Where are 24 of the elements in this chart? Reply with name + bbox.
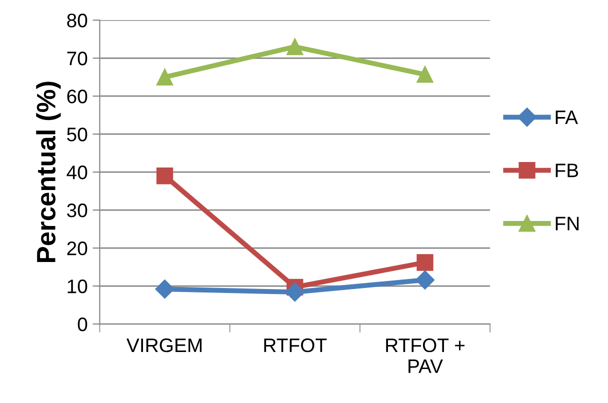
point xyxy=(416,254,434,271)
y-tick-label: 40 xyxy=(66,166,88,180)
y-tick-label: 20 xyxy=(67,242,88,256)
point xyxy=(416,66,434,83)
y-tick-label: 70 xyxy=(67,52,88,66)
y-axis-title: Percentual (%) xyxy=(36,82,61,262)
y-tick-label: 60 xyxy=(67,90,88,104)
legend-label: FA xyxy=(556,110,578,124)
legend-label: FN xyxy=(556,216,579,230)
x-tick-label: RTFOT + PAV xyxy=(386,338,464,373)
x-tick-label: RTFOT xyxy=(264,338,327,352)
point xyxy=(415,270,435,290)
y-tick-label: 30 xyxy=(67,204,88,218)
y-tick-label: 80 xyxy=(67,14,88,28)
y-tick-label: 10 xyxy=(68,279,88,294)
x-tick-label: VIRGEM xyxy=(126,338,202,352)
point xyxy=(155,280,174,299)
point xyxy=(156,168,174,184)
y-tick-label: 0 xyxy=(78,317,88,332)
point xyxy=(286,38,304,56)
y-tick-label: 50 xyxy=(67,128,88,142)
legend-label: FB xyxy=(556,164,578,178)
point xyxy=(285,282,304,302)
point xyxy=(156,68,174,86)
